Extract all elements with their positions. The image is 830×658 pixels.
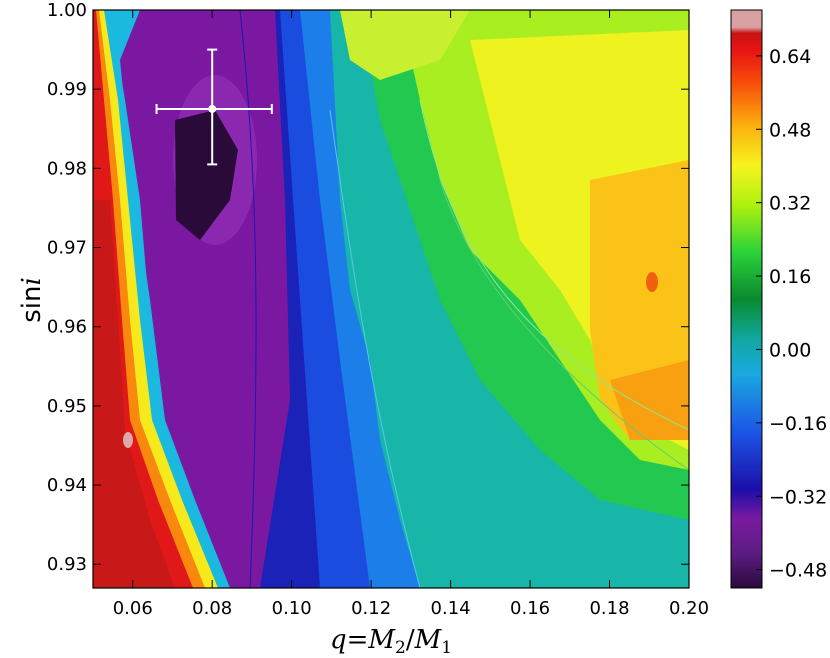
x-tick-label: 0.20 bbox=[669, 598, 709, 619]
colorbar-tick-label: −0.32 bbox=[769, 486, 827, 508]
x-tick-label: 0.06 bbox=[113, 598, 153, 619]
y-tick-label: 0.94 bbox=[47, 475, 87, 496]
colorbar-tick-label: 0.00 bbox=[769, 339, 811, 361]
y-tick-label: 0.97 bbox=[47, 238, 87, 259]
y-axis-ticks: 0.93 0.94 0.95 0.96 0.97 0.98 0.99 1.00 bbox=[47, 0, 689, 575]
best-fit-point bbox=[208, 104, 217, 113]
colorbar-tick-label: 0.16 bbox=[769, 266, 811, 288]
x-tick-label: 0.14 bbox=[431, 598, 471, 619]
contour-lines bbox=[239, 10, 689, 588]
colorbar-tick-label: −0.48 bbox=[769, 560, 827, 582]
colorbar-tick-label: −0.16 bbox=[769, 413, 827, 435]
y-tick-label: 1.00 bbox=[47, 0, 87, 21]
x-tick-label: 0.18 bbox=[589, 598, 629, 619]
x-tick-label: 0.16 bbox=[510, 598, 550, 619]
x-tick-label: 0.08 bbox=[192, 598, 232, 619]
x-tick-label: 0.10 bbox=[272, 598, 312, 619]
x-axis-title: q=M2/M1 bbox=[330, 625, 452, 658]
y-tick-label: 0.99 bbox=[47, 79, 87, 100]
x-axis-ticks: 0.06 0.08 0.10 0.12 0.14 0.16 0.18 0.20 bbox=[113, 10, 709, 619]
y-tick-label: 0.98 bbox=[47, 158, 87, 179]
heatmap-field bbox=[93, 10, 689, 588]
y-tick-label: 0.93 bbox=[47, 554, 87, 575]
y-tick-label: 0.96 bbox=[47, 317, 87, 338]
colorbar-tick-label: 0.32 bbox=[769, 193, 811, 215]
best-fit-marker bbox=[155, 48, 273, 166]
y-tick-label: 0.95 bbox=[47, 396, 87, 417]
colorbar-ticks: 0.64 0.48 0.32 0.16 0.00 −0.16 −0.32 −0.48 bbox=[756, 46, 827, 582]
y-axis-title: sini bbox=[17, 277, 47, 323]
colorbar-tick-label: 0.48 bbox=[769, 119, 811, 141]
colorbar bbox=[730, 9, 763, 589]
colorbar-tick-label: 0.64 bbox=[769, 46, 811, 68]
plot-frame bbox=[92, 9, 690, 589]
x-tick-label: 0.12 bbox=[351, 598, 391, 619]
